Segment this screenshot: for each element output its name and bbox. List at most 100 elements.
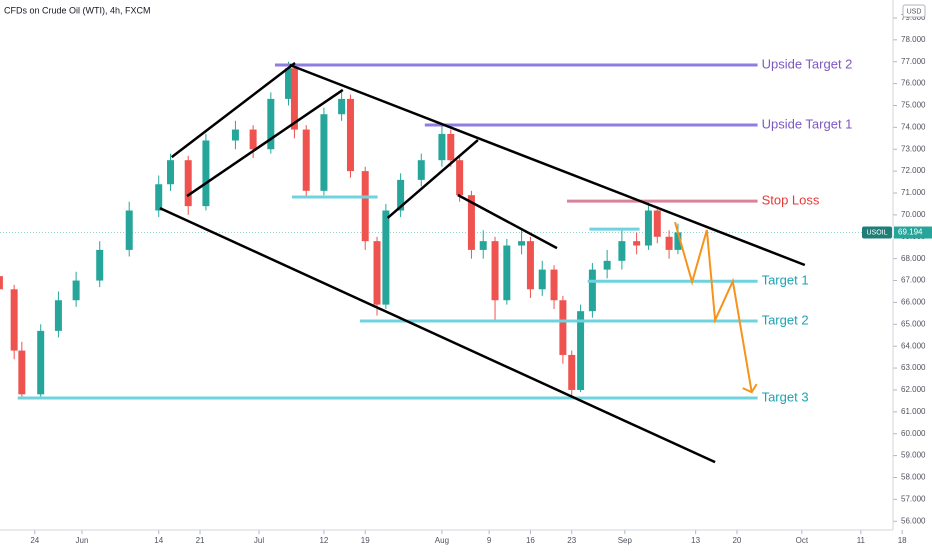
- candle-body: [167, 160, 175, 185]
- trendline: [457, 193, 558, 250]
- candle-body: [479, 241, 487, 250]
- candle-body: [0, 276, 3, 290]
- level-label: Target 2: [762, 312, 809, 327]
- candle-body: [249, 129, 257, 150]
- level-label: Stop Loss: [762, 193, 820, 208]
- symbol-label: USOIL: [866, 229, 887, 236]
- candle-body: [456, 160, 464, 196]
- symbol-box: [862, 226, 892, 239]
- candle-body: [447, 133, 455, 161]
- trendline: [186, 88, 344, 198]
- last-price-label: 69.194: [898, 228, 923, 237]
- projection-path: [674, 221, 753, 393]
- x-tick-label: 19: [361, 536, 370, 545]
- candle-body: [346, 98, 354, 172]
- candle-body: [382, 210, 390, 305]
- level-label: Upside Target 2: [762, 56, 853, 71]
- candle-body: [577, 311, 585, 390]
- x-tick-label: 24: [30, 536, 39, 545]
- candle-body: [397, 179, 405, 211]
- x-tick-label: 18: [898, 536, 907, 545]
- candle-body: [618, 241, 626, 261]
- y-tick-label: 56.000: [901, 516, 926, 525]
- y-tick-label: 78.000: [901, 35, 926, 44]
- x-tick-label: 20: [732, 536, 741, 545]
- candle-body: [526, 241, 534, 290]
- y-tick-label: 57.000: [901, 494, 926, 503]
- projection-arrowhead: [742, 383, 758, 394]
- candle-body: [72, 280, 80, 301]
- x-tick-label: 21: [196, 536, 205, 545]
- y-tick-label: 60.000: [901, 429, 926, 438]
- level-label: Upside Target 1: [762, 116, 853, 131]
- y-tick-label: 72.000: [901, 166, 926, 175]
- candle-body: [320, 114, 328, 191]
- x-tick-label: 12: [319, 536, 328, 545]
- candle-body: [503, 245, 511, 301]
- y-tick-label: 74.000: [901, 122, 926, 131]
- candle-body: [361, 171, 369, 242]
- y-tick-label: 62.000: [901, 385, 926, 394]
- candle-body: [568, 354, 576, 390]
- candle-body: [290, 68, 298, 130]
- candle-body: [518, 241, 526, 246]
- x-tick-label: Jun: [76, 536, 89, 545]
- candle-body: [438, 133, 446, 161]
- candle-body: [125, 210, 133, 250]
- x-tick-label: Jul: [254, 536, 264, 545]
- y-tick-label: 75.000: [901, 101, 926, 110]
- currency: USD: [907, 8, 922, 15]
- x-tick-label: 14: [154, 536, 163, 545]
- candle-body: [267, 98, 275, 150]
- candle-body: [644, 210, 652, 246]
- y-tick-label: 77.000: [901, 57, 926, 66]
- y-tick-label: 76.000: [901, 79, 926, 88]
- y-tick-label: 59.000: [901, 451, 926, 460]
- trendline: [289, 63, 806, 267]
- plot-area: Upside Target 2 Upside Target 1 Stop Loss T…: [0, 56, 893, 464]
- x-tick-label: 16: [526, 536, 535, 545]
- candle-body: [550, 269, 558, 301]
- candle-body: [467, 195, 475, 250]
- candle-body: [54, 300, 62, 331]
- y-tick-label: 66.000: [901, 298, 926, 307]
- x-tick-label: Sep: [618, 536, 633, 545]
- x-tick-label: 23: [567, 536, 576, 545]
- x-tick-label: Aug: [435, 536, 449, 545]
- trendline: [170, 62, 296, 159]
- x-tick-label: 9: [487, 536, 492, 545]
- y-tick-label: 63.000: [901, 363, 926, 372]
- y-tick-label: 64.000: [901, 341, 926, 350]
- candle-body: [37, 330, 45, 395]
- y-tick-label: 70.000: [901, 210, 926, 219]
- candle-body: [653, 210, 661, 237]
- candle-body: [302, 129, 310, 191]
- y-tick-label: 79.000: [901, 13, 926, 22]
- y-tick-label: 65.000: [901, 319, 926, 328]
- level-label: Target 1: [762, 273, 809, 288]
- candle-body: [373, 241, 381, 305]
- trendline: [386, 139, 479, 219]
- trendline: [159, 206, 716, 464]
- candle-body: [538, 269, 546, 290]
- candle-body: [603, 260, 611, 270]
- candle-body: [202, 140, 210, 207]
- candle-body: [18, 350, 26, 395]
- currency-box: [902, 4, 926, 18]
- candle-body: [665, 236, 673, 250]
- y-tick-label: 68.000: [901, 254, 926, 263]
- candle-body: [338, 98, 346, 115]
- candle-body: [588, 269, 596, 312]
- chart-title: CFDs on Crude Oil (WTI), 4h, FXCM: [4, 5, 151, 15]
- level-label: Target 3: [762, 389, 809, 404]
- last-price-box: [894, 226, 932, 239]
- candle-body: [184, 160, 192, 207]
- y-tick-label: 61.000: [901, 407, 926, 416]
- x-tick-label: Oct: [796, 536, 809, 545]
- candle-body: [10, 289, 18, 351]
- x-tick-label: 13: [691, 536, 700, 545]
- candle-body: [285, 68, 293, 99]
